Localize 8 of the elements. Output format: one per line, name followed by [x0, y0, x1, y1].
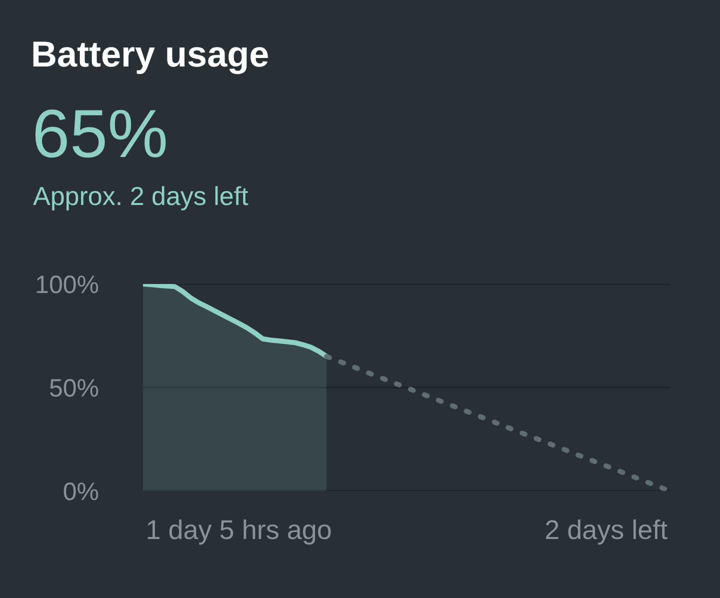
- chart-subtitle: 65%: [32, 96, 168, 172]
- x-tick-label: 2 days left: [544, 515, 668, 545]
- chart-title: Battery usage: [31, 34, 270, 75]
- y-tick-label: 0%: [62, 478, 99, 506]
- y-tick-label: 50%: [48, 374, 99, 402]
- text: Approx. 2 days left: [33, 181, 250, 211]
- x-tick-label: 1 day 5 hrs ago: [146, 515, 332, 545]
- y-tick-label: 100%: [35, 270, 99, 299]
